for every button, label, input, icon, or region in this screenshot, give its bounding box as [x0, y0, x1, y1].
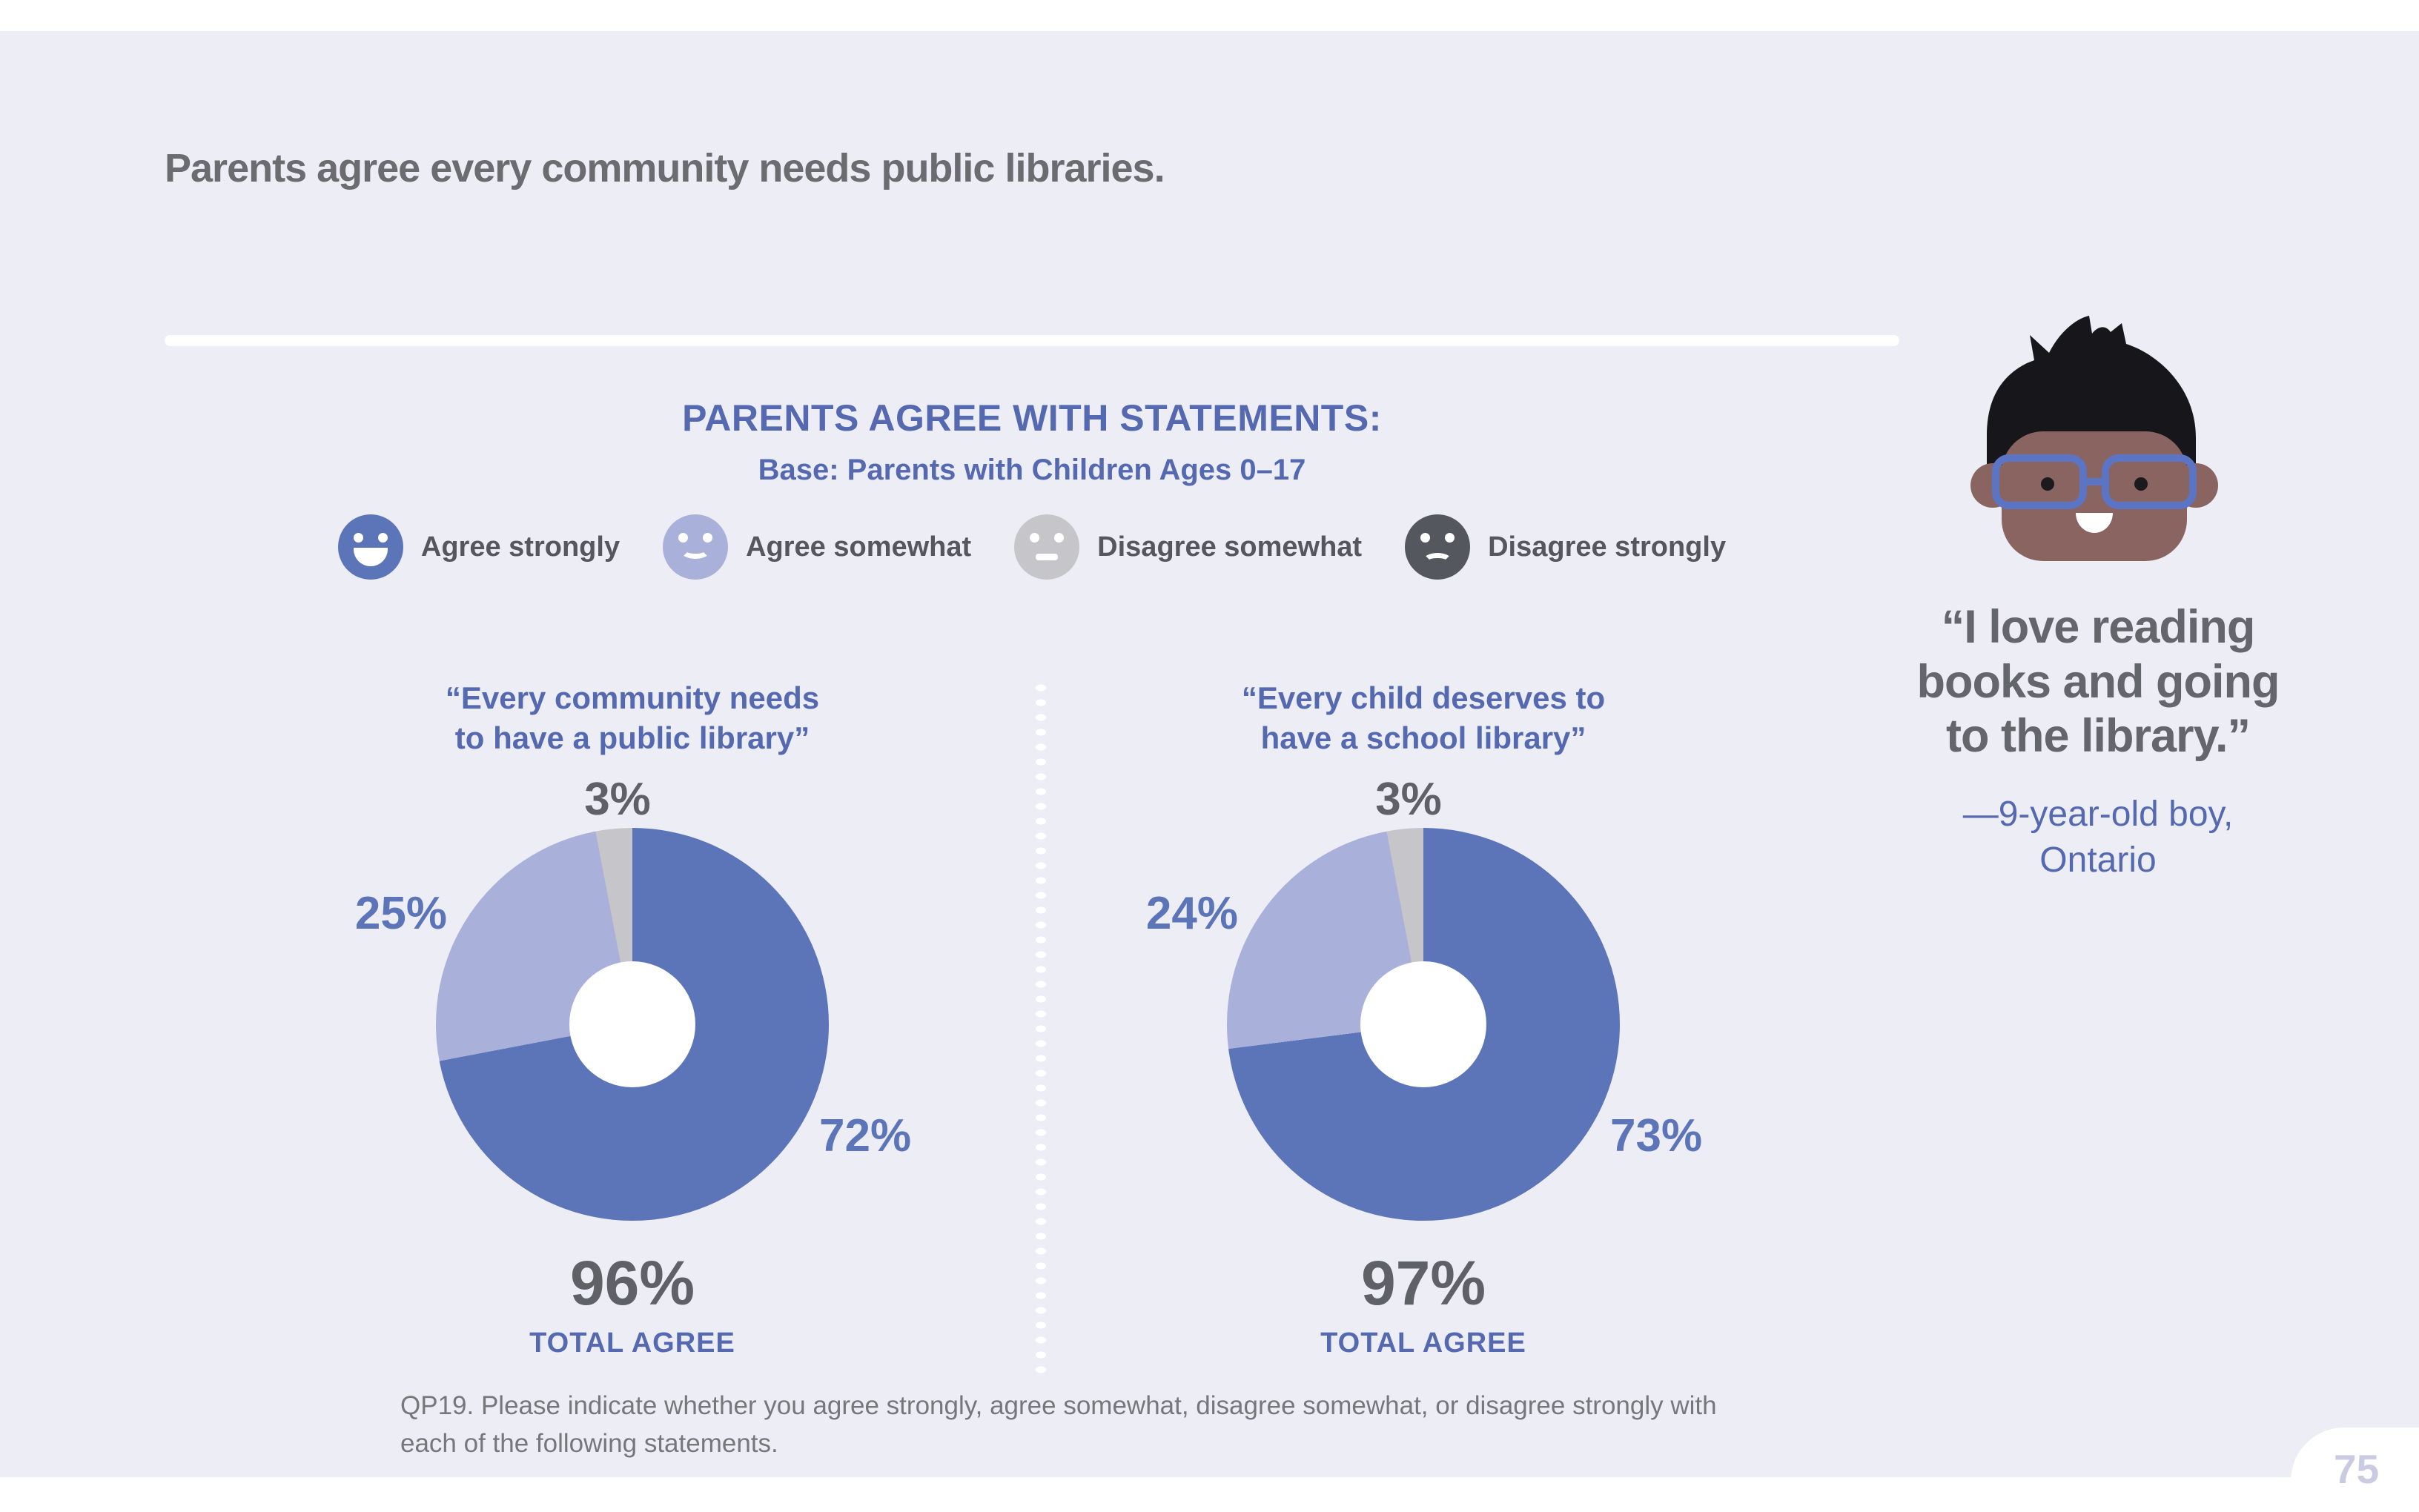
face-eye: [1030, 533, 1040, 543]
attribution-line: —9-year-old boy,: [1962, 795, 2234, 834]
pct-label-agree-somewhat: 24%: [1145, 888, 1238, 939]
pct-label-disagree: 3%: [584, 774, 651, 825]
donut-chart-school-library: “Every child deserves to have a school l…: [1127, 656, 1720, 1371]
footnote-line: QP19. Please indicate whether you agree …: [400, 1391, 1717, 1420]
legend-item-agree-somewhat: Agree somewhat: [663, 514, 971, 580]
boy-illustration: [1965, 311, 2224, 567]
section-base-note: Base: Parents with Children Ages 0–17: [758, 454, 1306, 486]
legend-item-disagree-strongly: Disagree strongly: [1405, 514, 1726, 580]
chart-statement-line: “Every child deserves to: [1241, 680, 1606, 715]
chart-statement-line: have a school library”: [1260, 720, 1586, 755]
boy-face: [2002, 431, 2187, 561]
quote-line: to the library.”: [1946, 710, 2251, 763]
face-eye: [678, 533, 689, 543]
legend-label: Disagree somewhat: [1097, 531, 1363, 563]
boy-glasses-bridge: [2080, 478, 2108, 485]
face-mouth: [681, 543, 711, 559]
total-agree-label: TOTAL AGREE: [1320, 1327, 1526, 1359]
survey-footnote: QP19. Please indicate whether you agree …: [400, 1387, 1717, 1463]
face-eye: [1054, 533, 1065, 543]
boy-illustration-svg: [1970, 316, 2218, 561]
legend-label: Disagree strongly: [1488, 531, 1727, 563]
total-agree-label: TOTAL AGREE: [529, 1327, 735, 1359]
face-eye: [1420, 533, 1431, 543]
title-divider: [165, 335, 1899, 346]
face-eye: [703, 533, 713, 543]
boy-eye: [2041, 477, 2054, 491]
donut-chart-public-library: “Every community needs to have a public …: [336, 656, 929, 1371]
face-mouth: [353, 548, 388, 566]
attribution-line: Ontario: [2039, 840, 2157, 881]
quote-line: “I love reading: [1941, 601, 2256, 653]
face-mouth: [1036, 554, 1059, 560]
donut-ring: [436, 828, 829, 1221]
section-heading: PARENTS AGREE WITH STATEMENTS:: [682, 397, 1382, 439]
total-agree-value: 96%: [569, 1248, 695, 1318]
slide-background: [0, 31, 2419, 1477]
face-eye: [1445, 533, 1455, 543]
face-mouth: [1423, 553, 1453, 569]
neutral-face-icon: [1014, 514, 1080, 580]
pull-quote: “I love reading books and going to the l…: [1868, 600, 2328, 764]
slide-title: Parents agree every community needs publ…: [165, 146, 1165, 190]
face-eye: [377, 533, 388, 543]
face-eye: [353, 533, 363, 543]
chart-statement-line: “Every community needs: [445, 680, 820, 715]
quote-attribution: —9-year-old boy, Ontario: [1868, 792, 2328, 884]
chart-statement-line: to have a public library”: [454, 720, 810, 755]
quote-line: books and going: [1916, 655, 2280, 708]
footnote-line: each of the following statements.: [400, 1428, 778, 1458]
dotted-divider: [1036, 680, 1046, 1373]
chart-statement: “Every child deserves to have a school l…: [1127, 678, 1720, 758]
pct-label-agree-strongly: 72%: [819, 1110, 912, 1161]
page-number-tab: 75: [2291, 1428, 2419, 1512]
legend-label: Agree somewhat: [746, 531, 972, 563]
page-number: 75: [2334, 1446, 2380, 1492]
boy-eye: [2134, 477, 2148, 491]
smiling-face-icon: [663, 514, 729, 580]
boy-mouth: [2076, 513, 2113, 533]
frowning-face-icon: [1405, 514, 1471, 580]
total-agree-value: 97%: [1360, 1248, 1486, 1318]
legend-label: Agree strongly: [420, 531, 621, 563]
chart-statement: “Every community needs to have a public …: [336, 678, 929, 758]
legend-item-disagree-somewhat: Disagree somewhat: [1014, 514, 1362, 580]
laughing-face-icon: [337, 514, 403, 580]
donut-ring: [1227, 828, 1620, 1221]
pct-label-agree-somewhat: 25%: [354, 888, 447, 939]
legend: Agree strongly Agree somewhat Disagree s…: [165, 511, 1899, 583]
pct-label-agree-strongly: 73%: [1610, 1110, 1703, 1161]
pct-label-disagree: 3%: [1375, 774, 1442, 825]
legend-item-agree-strongly: Agree strongly: [337, 514, 621, 580]
